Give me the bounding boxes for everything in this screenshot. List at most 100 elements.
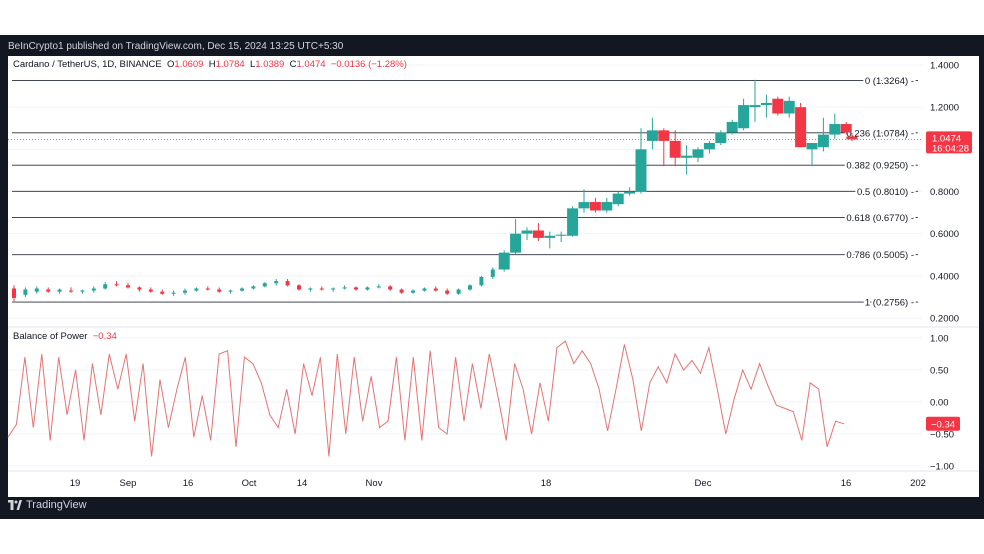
candle-body [160, 291, 165, 294]
candle-body [760, 102, 772, 106]
candle-body [319, 288, 324, 290]
candle-body [829, 124, 841, 135]
fib-label: 0.5 (0.8010) - [857, 187, 914, 198]
candle-body [726, 121, 738, 133]
bop-tick-label: 1.00 [930, 334, 949, 345]
bop-axis: 1.00 0.50 0.00 −0.50 −1.00 [930, 334, 954, 473]
candle-body [148, 289, 153, 292]
fib-levels: 0 (1.3264) - 0.236 (1.0784) - 0.382 (0.925… [12, 74, 918, 311]
time-tick-label: Dec [695, 478, 712, 489]
candle-body [589, 202, 601, 211]
bop-tag [926, 416, 960, 431]
legend-l-label: L [249, 59, 256, 70]
bop-tick-label: −0.50 [930, 430, 954, 441]
candle-body [365, 287, 370, 290]
candle-body [544, 235, 556, 238]
fib-label: 1 (0.2756) - [865, 298, 914, 309]
price-tick-label: 0.4000 [930, 271, 959, 282]
candle-body [114, 284, 119, 286]
candle-body [692, 149, 704, 158]
candle-body [126, 285, 130, 288]
candle-body [510, 233, 522, 253]
time-tick-label: Nov [366, 478, 383, 489]
candle-body [331, 288, 336, 290]
candle-body [624, 191, 636, 194]
legend-c-label: C [289, 59, 297, 70]
candle-body [183, 290, 187, 293]
candle-body [555, 234, 567, 236]
tradingview-logo-icon [8, 500, 22, 510]
candle-body [80, 290, 85, 292]
fib-label: 0.236 (1.0784) - [846, 128, 914, 139]
price-tick-label: 0.2000 [930, 314, 959, 325]
tradingview-brand-label: TradingView [26, 499, 87, 511]
candle-body [749, 105, 761, 108]
time-tick-label: Sep [120, 478, 137, 489]
candle-body [34, 288, 39, 292]
bop-series [7, 340, 845, 457]
candle-body [646, 130, 658, 141]
price-tag [926, 131, 972, 154]
bop-line [7, 340, 845, 457]
bop-tick-label: −1.00 [930, 462, 954, 473]
candle-body [479, 276, 484, 286]
candle-body [635, 149, 647, 192]
indicator-legend: Balance of Power −0.34 [13, 331, 117, 342]
candle-body [217, 289, 222, 292]
candle-body [399, 289, 404, 293]
candle-body [354, 287, 358, 290]
published-caption: BeInCrypto1 published on TradingView.com… [8, 41, 344, 52]
legend-h-label: H [208, 59, 216, 70]
tradingview-brand[interactable]: TradingView [8, 499, 87, 511]
candle-body [612, 193, 624, 205]
fib-label: 0.618 (0.6770) - [846, 213, 914, 224]
candle-body [806, 143, 818, 150]
fib-label: 0.786 (0.5005) - [846, 250, 914, 261]
candle-body [532, 230, 544, 238]
price-tick-label: 0.8000 [930, 187, 959, 198]
price-axis: 1.40001.20001.00000.80000.60000.40000.20… [930, 61, 959, 325]
grid [8, 64, 979, 472]
candle-body [795, 107, 807, 148]
time-tick-label: 14 [297, 478, 308, 489]
candle-body [772, 98, 784, 114]
candle-body [703, 143, 715, 150]
legend-open: 1.0609 [174, 59, 204, 70]
candle-body [715, 132, 727, 144]
price-tag-countdown: 16:04:28 [932, 143, 969, 154]
candle-body [388, 286, 393, 290]
candle-body [422, 288, 427, 291]
candle-body [12, 288, 16, 298]
candle-body [171, 292, 176, 294]
candle-body [91, 288, 96, 291]
bop-tick-label: 0.50 [930, 366, 949, 377]
candle-body [456, 289, 461, 294]
legend-symbol: Cardano / TetherUS, 1D, BINANCE [13, 59, 162, 70]
candle-body [498, 252, 510, 270]
candle-body [578, 202, 590, 209]
candle-body [601, 202, 613, 211]
candle-body [103, 284, 108, 289]
candle-body [658, 130, 670, 141]
candle-body [297, 285, 301, 290]
candle-body [228, 290, 233, 292]
indicator-name: Balance of Power [13, 331, 88, 342]
time-axis: 19 Sep 16 Oct 14 Nov 18 Dec 16 202 [70, 478, 926, 489]
indicator-value: −0.34 [92, 331, 117, 342]
candle-body [46, 289, 51, 292]
candle-body [23, 289, 28, 295]
candle-body [433, 288, 438, 291]
price-tag-value: 1.0474 [932, 133, 961, 144]
candle-body [783, 100, 795, 114]
time-tick-label: 18 [541, 478, 552, 489]
fib-label: 0.382 (0.9250) - [846, 161, 914, 172]
candle-body [490, 269, 495, 277]
candle-body [817, 134, 829, 148]
time-tick-label: 16 [183, 478, 194, 489]
candle-body [274, 281, 279, 284]
price-tick-label: 1.2000 [930, 103, 959, 114]
legend-change: −0.0136 (−1.28%) [330, 59, 407, 70]
legend-high: 1.0784 [215, 59, 245, 70]
